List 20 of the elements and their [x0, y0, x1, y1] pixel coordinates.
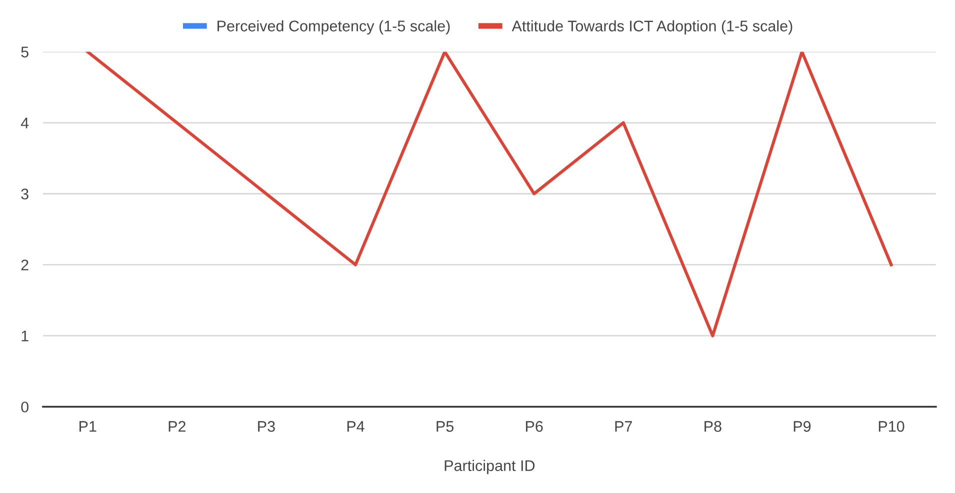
y-tick-label: 0 — [21, 402, 28, 412]
x-tick-label: P8 — [704, 421, 722, 432]
y-tick-label: 1 — [22, 330, 28, 342]
x-tick-label: P9 — [794, 421, 811, 432]
x-tick-label: P3 — [258, 421, 275, 432]
legend-label: Attitude Towards ICT Adoption (1-5 scale) — [512, 20, 792, 34]
x-tick-label: P6 — [526, 421, 543, 432]
y-tick-label: 2 — [21, 260, 28, 270]
x-tick-label: P5 — [436, 421, 454, 432]
line-series — [86, 52, 893, 338]
x-tick-label: P4 — [347, 421, 364, 432]
legend-label: Perceived Competency (1-5 scale) — [218, 20, 450, 34]
x-tick-label: P7 — [615, 421, 632, 432]
x-axis-title: Participant ID — [444, 460, 535, 474]
x-tick-label: P1 — [80, 421, 96, 432]
y-tick-label: 5 — [21, 46, 28, 58]
y-tick-label: 4 — [20, 118, 29, 128]
x-tick-label: P10 — [878, 421, 904, 432]
x-tick-label: P2 — [168, 421, 186, 432]
y-tick-label: 3 — [21, 188, 28, 200]
